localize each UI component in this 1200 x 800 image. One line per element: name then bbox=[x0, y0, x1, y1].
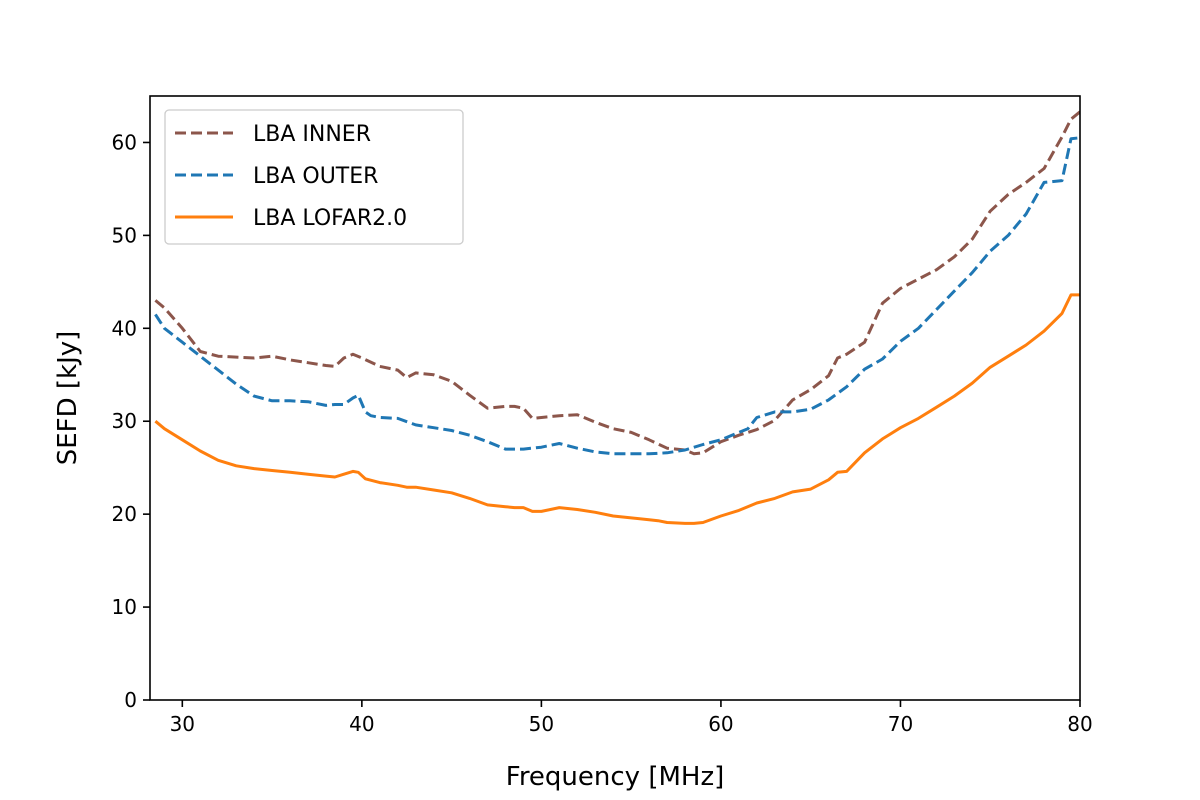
series-line-lba-lofar2-0 bbox=[154, 293, 1080, 525]
legend: LBA INNER LBA OUTER LBA LOFAR2.0 bbox=[164, 109, 464, 245]
y-tick-label: 40 bbox=[112, 316, 137, 340]
y-tick-label: 10 bbox=[112, 595, 137, 619]
y-tick-label: 30 bbox=[112, 409, 137, 433]
x-tick-label: 50 bbox=[529, 712, 554, 736]
legend-box bbox=[164, 109, 464, 245]
y-axis-label: SEFD [kJy] bbox=[53, 331, 83, 466]
legend-label-lba-inner: LBA INNER bbox=[253, 122, 371, 147]
axes: 30 40 50 60 70 80 0 10 20 30 40 50 60 bbox=[112, 95, 1093, 736]
plot-frame bbox=[149, 95, 1081, 701]
y-tick-label: 60 bbox=[112, 130, 137, 154]
x-tick-label: 70 bbox=[888, 712, 913, 736]
y-tick-label: 0 bbox=[124, 688, 137, 712]
x-tick-label: 60 bbox=[708, 712, 733, 736]
x-tick-label: 40 bbox=[349, 712, 374, 736]
y-tick-label: 50 bbox=[112, 223, 137, 247]
y-tick-label: 20 bbox=[112, 502, 137, 526]
x-axis-label: Frequency [MHz] bbox=[506, 762, 725, 792]
plot-area bbox=[154, 110, 1080, 525]
series-line-lba-inner bbox=[154, 110, 1080, 456]
x-tick-label: 30 bbox=[170, 712, 195, 736]
legend-label-lba-outer: LBA OUTER bbox=[253, 164, 378, 189]
series-line-lba-outer bbox=[154, 136, 1080, 456]
legend-label-lba-lofar2-0: LBA LOFAR2.0 bbox=[253, 206, 407, 231]
x-tick-label: 80 bbox=[1067, 712, 1092, 736]
